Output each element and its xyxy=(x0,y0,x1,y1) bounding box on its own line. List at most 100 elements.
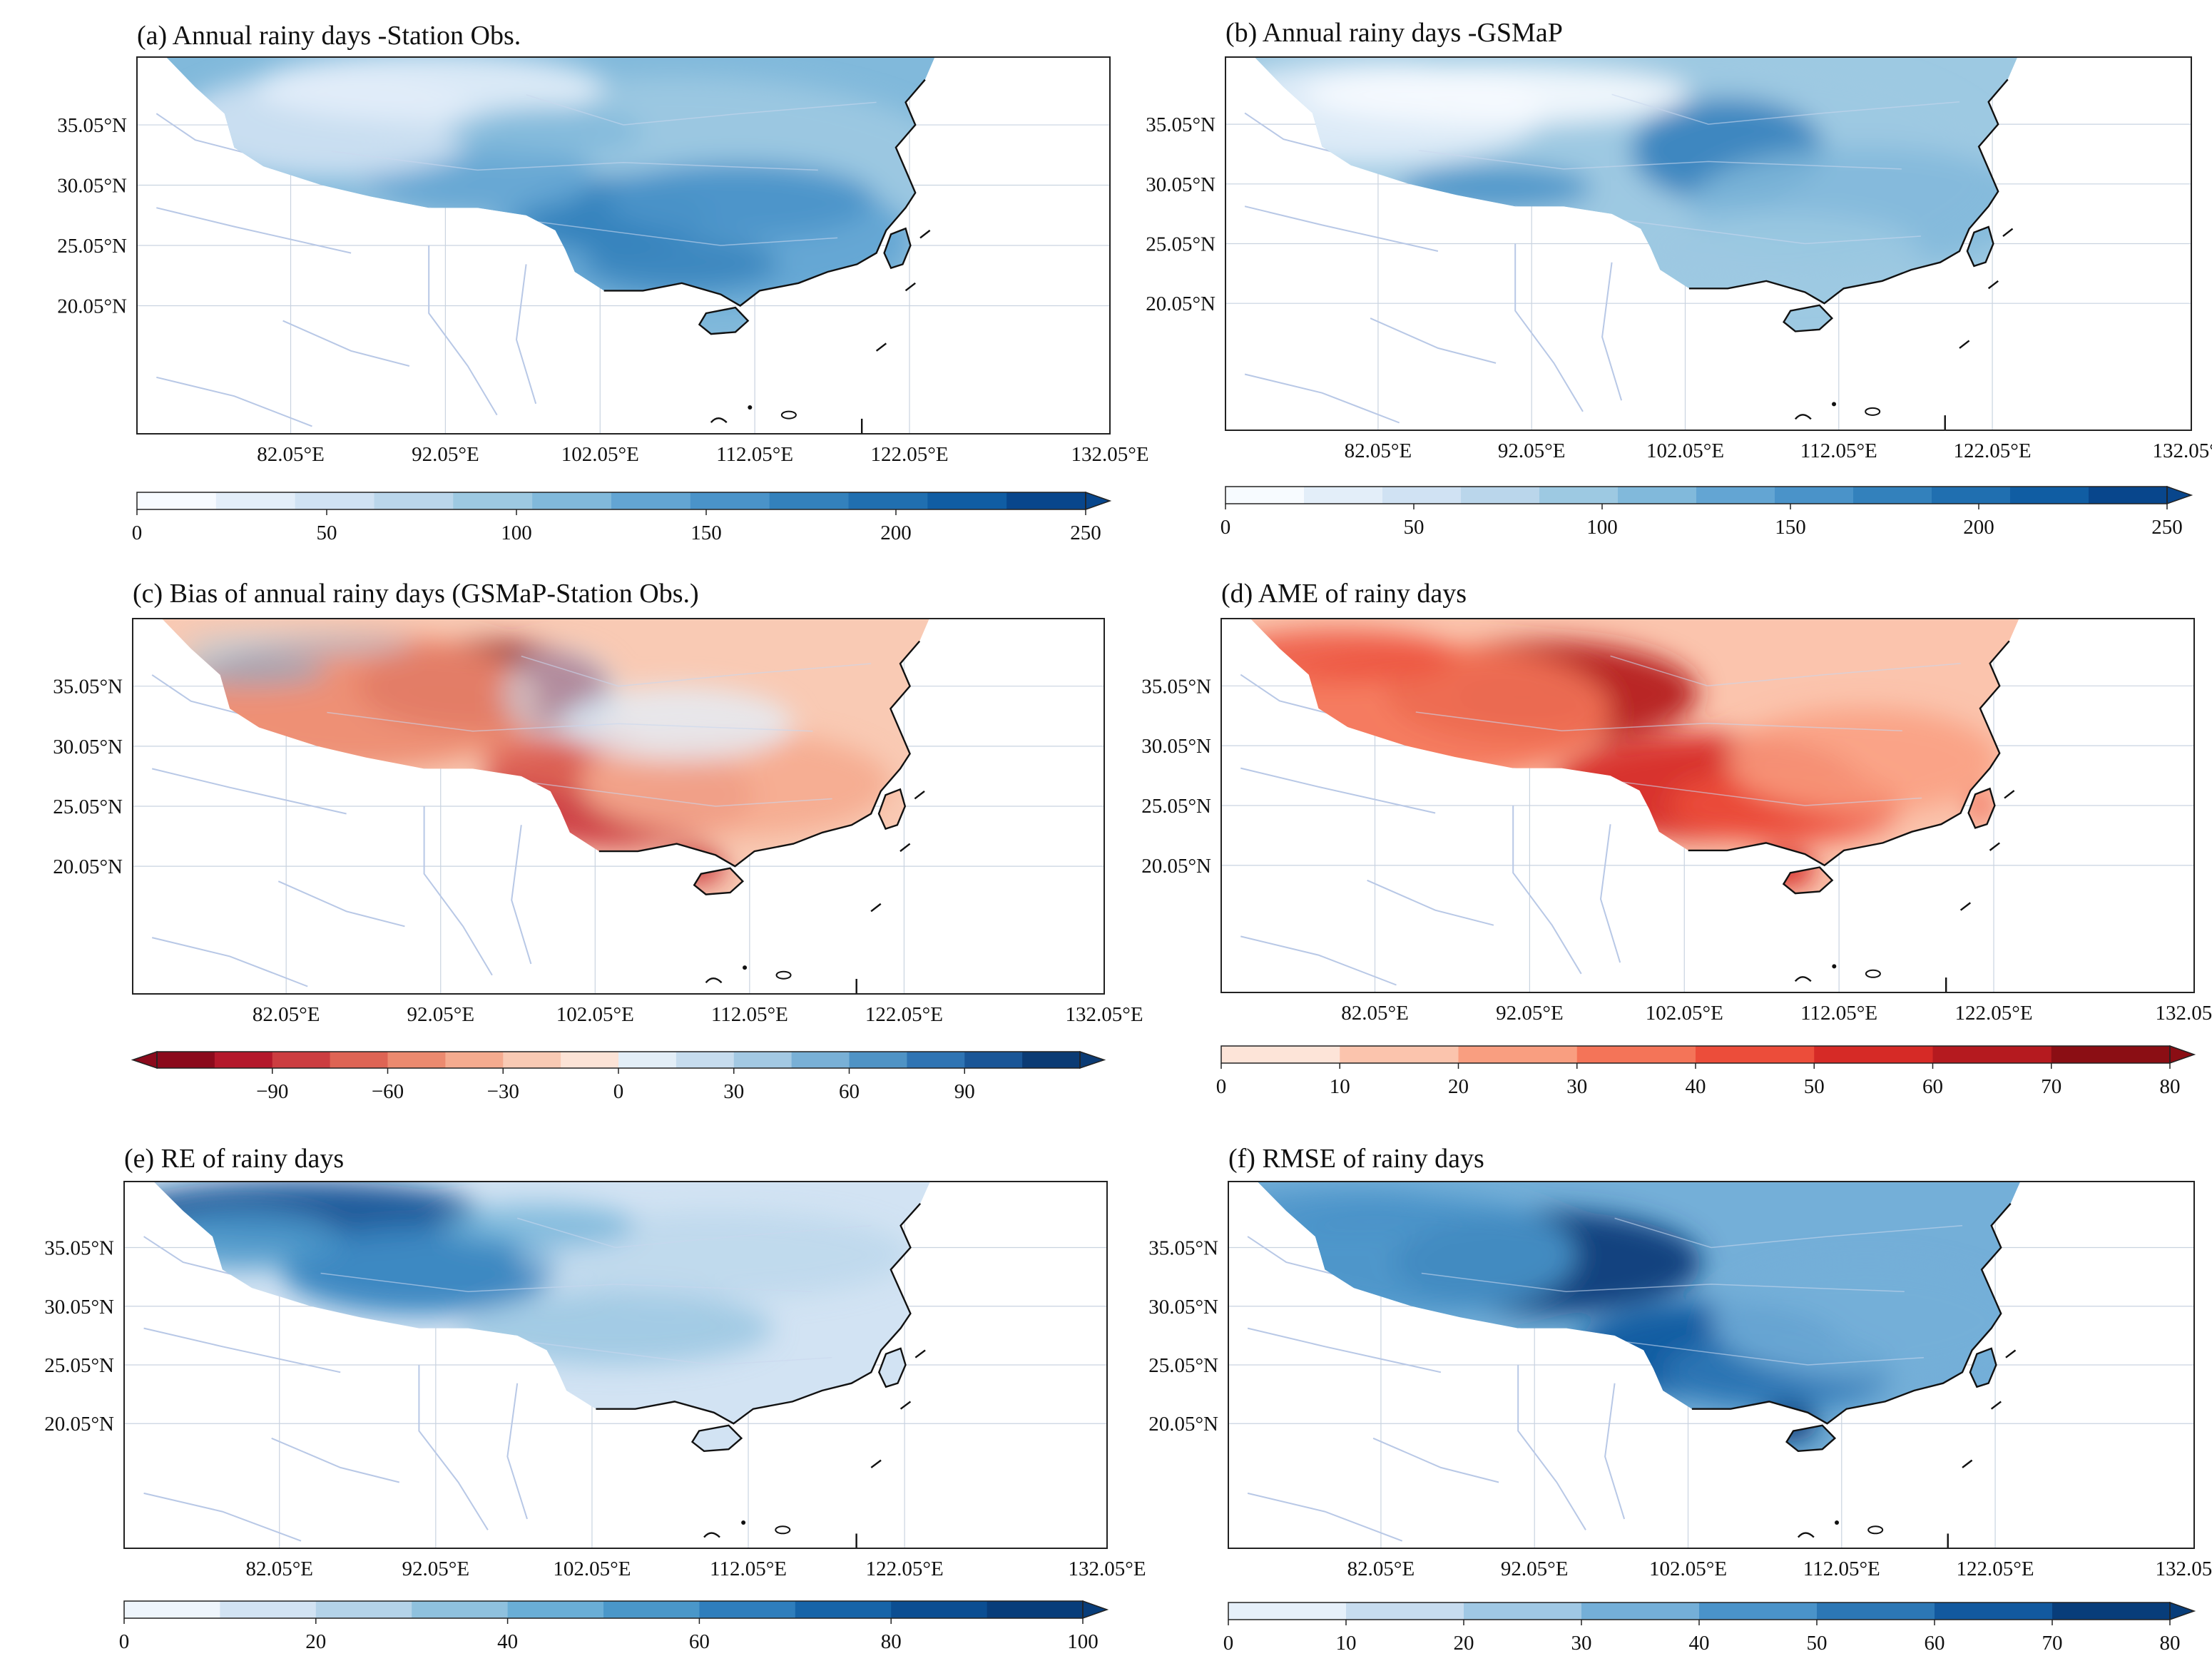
colorbar-swatch xyxy=(272,1052,331,1068)
colorbar-swatch xyxy=(1935,1602,2053,1620)
lon-tick-label: 92.05°E xyxy=(1496,1002,1564,1025)
rivers xyxy=(1240,674,1621,986)
colorbar-swatch xyxy=(215,492,296,509)
lat-tick-label: 20.05°N xyxy=(57,295,127,318)
lat-tick-label: 25.05°N xyxy=(57,235,127,258)
rivers xyxy=(156,113,537,427)
colorbar-swatch xyxy=(699,1601,796,1618)
lat-tick-label: 35.05°N xyxy=(53,676,123,699)
lon-tick-label: 122.05°E xyxy=(1954,440,2032,462)
lat-tick-label: 20.05°N xyxy=(1148,1413,1218,1436)
colorbar-swatch xyxy=(2010,487,2089,504)
colorbar-tick-label: 20 xyxy=(305,1630,326,1653)
colorbar-swatch xyxy=(1340,1046,1459,1063)
colorbar-tick-label: 150 xyxy=(1775,516,1806,539)
colorbar-swatch xyxy=(791,1052,850,1068)
lon-tick-label: 122.05°E xyxy=(1954,1002,2032,1025)
coastline xyxy=(603,78,926,335)
colorbar-swatch xyxy=(561,1052,619,1068)
lon-tick-label: 92.05°E xyxy=(1501,1558,1569,1580)
colorbar-tick-label: 150 xyxy=(690,522,722,544)
lon-tick-label: 92.05°E xyxy=(1498,440,1566,462)
colorbar-swatch xyxy=(445,1052,504,1068)
panel-title: (f) RMSE of rainy days xyxy=(1228,1144,1484,1174)
colorbar-swatch xyxy=(611,492,691,509)
panel-title: (a) Annual rainy days -Station Obs. xyxy=(137,21,521,51)
colorbar-tick-label: 80 xyxy=(881,1630,902,1653)
colorbar-swatch xyxy=(1576,1046,1696,1063)
colorbar-swatch xyxy=(1581,1602,1700,1620)
colorbar-tick-label: 0 xyxy=(132,522,143,544)
colorbar-swatch xyxy=(295,492,375,509)
colorbar-tick-label: 50 xyxy=(1404,516,1424,539)
lon-tick-label: 92.05°E xyxy=(402,1558,470,1580)
colorbar-swatch xyxy=(124,1601,220,1618)
lon-tick-label: 122.05°E xyxy=(870,443,948,466)
lon-tick-label: 132.05°E xyxy=(1068,1558,1146,1580)
panel-title: (c) Bias of annual rainy days (GSMaP-Sta… xyxy=(133,579,699,609)
colorbar-swatch xyxy=(676,1052,735,1068)
colorbar-tick-label: −30 xyxy=(487,1080,519,1103)
colorbar-tick-label: 60 xyxy=(839,1080,860,1103)
colorbar-swatch xyxy=(1814,1046,1934,1063)
lon-tick-label: 92.05°E xyxy=(407,1003,474,1026)
colorbar: 0 10 20 30 40 50 60 70 80 xyxy=(1223,1601,2196,1655)
colorbar-swatch xyxy=(618,1052,677,1068)
lon-tick-label: 122.05°E xyxy=(865,1003,943,1026)
panel-title: (b) Annual rainy days -GSMaP xyxy=(1225,18,1563,48)
colorbar-swatch xyxy=(1346,1602,1464,1620)
lat-tick-label: 30.05°N xyxy=(53,736,123,758)
colorbar-tick-label: 60 xyxy=(689,1630,710,1653)
lat-tick-label: 30.05°N xyxy=(57,175,127,198)
rivers xyxy=(143,1236,528,1542)
colorbar-tick-label: 60 xyxy=(1922,1075,1943,1098)
colorbar-swatch xyxy=(2051,1046,2171,1063)
lon-tick-label: 82.05°E xyxy=(257,443,325,466)
lon-tick-label: 132.05°E xyxy=(1065,1003,1143,1026)
colorbar-swatch xyxy=(1304,487,1383,504)
colorbar: 0 50 100 150 200 250 xyxy=(1220,485,2193,539)
colorbar-swatch xyxy=(1225,487,1305,504)
colorbar-tick-label: 70 xyxy=(2042,1632,2063,1655)
panel-a: (a) Annual rainy days -Station Obs. 35.05… xyxy=(57,21,1148,544)
colorbar-extend-max xyxy=(1082,1600,1109,1620)
colorbar-tick-label: 80 xyxy=(2160,1632,2181,1655)
colorbar-extend-max xyxy=(1085,491,1112,511)
colorbar-swatch xyxy=(330,1052,389,1068)
lon-tick-label: 82.05°E xyxy=(1345,440,1412,462)
colorbar-swatch xyxy=(137,492,217,509)
colorbar-swatch xyxy=(927,492,1007,509)
colorbar-swatch xyxy=(1696,487,1775,504)
colorbar-extend-min xyxy=(131,1050,158,1070)
lon-tick-label: 112.05°E xyxy=(1800,1002,1877,1025)
colorbar-swatch xyxy=(214,1052,273,1068)
colorbar-swatch xyxy=(733,1052,792,1068)
lat-tick-label: 20.05°N xyxy=(1141,855,1211,878)
colorbar-tick-label: 0 xyxy=(613,1080,624,1103)
lat-tick-label: 25.05°N xyxy=(1141,795,1211,818)
colorbar-swatch xyxy=(1539,487,1619,504)
lon-tick-label: 112.05°E xyxy=(716,443,793,466)
colorbar-swatch xyxy=(1699,1602,1818,1620)
colorbar-swatch xyxy=(907,1052,965,1068)
colorbar-tick-label: 0 xyxy=(1220,516,1231,539)
colorbar-swatch xyxy=(849,1052,907,1068)
colorbar-swatch xyxy=(1458,1046,1578,1063)
colorbar-swatch xyxy=(1221,1046,1340,1063)
colorbar-swatch xyxy=(453,492,533,509)
colorbar-swatch xyxy=(1461,487,1540,504)
panel-b: (b) Annual rainy days -GSMaP 35.05°N 30.05… xyxy=(1146,18,2212,539)
colorbar-tick-label: 250 xyxy=(1070,522,1101,544)
colorbar-swatch xyxy=(1022,1052,1081,1068)
lon-tick-label: 102.05°E xyxy=(1646,440,1724,462)
map-frame xyxy=(132,618,1105,995)
colorbar-tick-label: 40 xyxy=(1686,1075,1706,1098)
colorbar-tick-label: −60 xyxy=(372,1080,404,1103)
panel-d: (d) AME of rainy days 35.05°N 30.05°N 25.05… xyxy=(1141,579,2212,1098)
colorbar-swatch xyxy=(412,1601,509,1618)
colorbar-swatch xyxy=(1006,492,1086,509)
map-frame xyxy=(1220,618,2195,993)
colorbar-tick-label: 90 xyxy=(954,1080,975,1103)
colorbar-extend-max xyxy=(2169,1045,2196,1065)
lon-tick-label: 112.05°E xyxy=(711,1003,788,1026)
